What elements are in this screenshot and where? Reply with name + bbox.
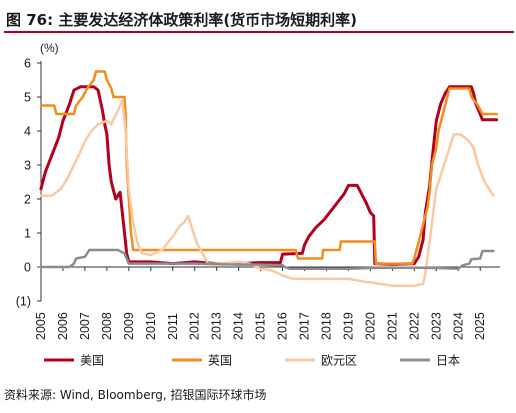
x-tick-label: 2005 [34,312,48,340]
y-tick-label: 6 [24,57,31,71]
x-tick-label: 2021 [385,312,399,340]
figure-title: 图 76: 主要发达经济体政策利率(货币市场短期利率) [6,11,357,29]
x-tick-label: 2015 [254,312,268,340]
y-tick-label: 2 [24,193,31,207]
axes-layer: 6 5 4 3 2 1 0 (1)2005 2006 2007 2008 2009 2010 2011 20… [16,57,500,340]
x-tick-label: 2009 [122,312,136,340]
x-tick-label: 2013 [210,312,224,340]
legend-label: 日本 [436,354,460,368]
y-tick-label: (1) [16,295,31,309]
legend: 美国 英国 欧元区 日本 [44,354,460,368]
y-unit-label: (%) [40,41,59,55]
x-tick-label: 2025 [473,312,487,340]
x-tick-label: 2014 [232,312,246,340]
x-tick-label: 2007 [78,312,92,340]
x-tick-label: 2020 [363,312,377,340]
series-line-3 [39,99,495,287]
legend-label: 英国 [208,354,232,368]
legend-label: 欧元区 [321,354,357,368]
x-tick-label: 2010 [144,312,158,340]
series-line-4 [39,248,495,270]
source-note: 资料来源: Wind, Bloomberg, 招银国际环球市场 [4,387,267,402]
x-tick-label: 2022 [407,312,421,340]
series-line-1 [39,85,499,266]
y-tick-label: 3 [24,159,31,173]
x-tick-label: 2024 [451,312,465,340]
series-line-2 [39,70,498,265]
x-tick-label: 2011 [166,313,180,340]
series-layer [39,70,499,287]
x-tick-label: 2012 [188,312,202,340]
x-tick-label: 2019 [341,312,355,340]
x-tick-label: 2008 [100,312,114,340]
x-tick-label: 2018 [320,312,334,340]
x-tick-label: 2023 [429,312,443,340]
y-tick-label: 0 [24,261,31,275]
x-tick-label: 2017 [298,312,312,340]
x-tick-label: 2006 [56,312,70,340]
y-tick-label: 1 [24,227,31,241]
legend-label: 美国 [80,354,104,368]
y-tick-label: 5 [24,91,31,105]
y-tick-label: 4 [24,125,31,139]
x-tick-label: 2016 [276,312,290,340]
